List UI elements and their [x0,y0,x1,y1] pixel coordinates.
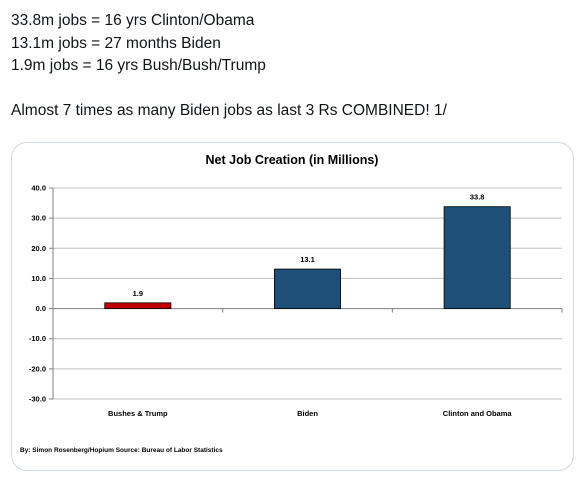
tweet-line-2: 13.1m jobs = 27 months Biden [11,34,221,52]
x-category-label: Biden [297,409,318,418]
y-tick-label: 20.0 [31,244,46,253]
bars [104,206,511,309]
bar-value-label: 33.8 [470,193,485,202]
y-tick-label: 30.0 [31,214,46,223]
labels: -30.0 -20.0 -10.0 0.0 10.0 20.0 30.0 40.0 1.9 Bus… [29,184,512,419]
bar-value-label: 13.1 [300,255,315,264]
tweet-text: 33.8m jobs = 16 yrs Clinton/Obama 13.1m … [11,10,447,122]
chart-source-note: By: Simon Rosenberg/Hopium Source: Burea… [20,447,223,454]
tweet-line-4: Almost 7 times as many Biden jobs as las… [11,101,447,119]
y-tick-label: 40.0 [31,184,46,193]
paragraph-break [11,78,447,100]
x-category-label: Bushes & Trump [108,409,168,418]
bar [104,302,172,309]
bar [443,206,511,309]
tweet-line-3: 1.9m jobs = 16 yrs Bush/Bush/Trump [11,57,266,74]
bar [274,268,341,309]
x-category-label: Clinton and Obama [443,409,513,418]
bar-value-label: 1.9 [133,289,143,298]
gridlines [53,187,562,400]
y-tick-label: -20.0 [29,364,46,373]
y-tick-label: -30.0 [29,395,46,404]
tweet-line-1: 33.8m jobs = 16 yrs Clinton/Obama [11,12,255,29]
y-tick-label: -10.0 [29,334,46,343]
y-tick-label: 10.0 [31,274,46,283]
chart-title: Net Job Creation (in Millions) [206,153,379,167]
y-tick-label: 0.0 [36,304,46,313]
tweet-media-card[interactable]: Net Job Creation (in Millions) -30.0 -20.… [11,142,574,471]
bar-chart: Net Job Creation (in Millions) -30.0 -20.… [20,153,563,454]
